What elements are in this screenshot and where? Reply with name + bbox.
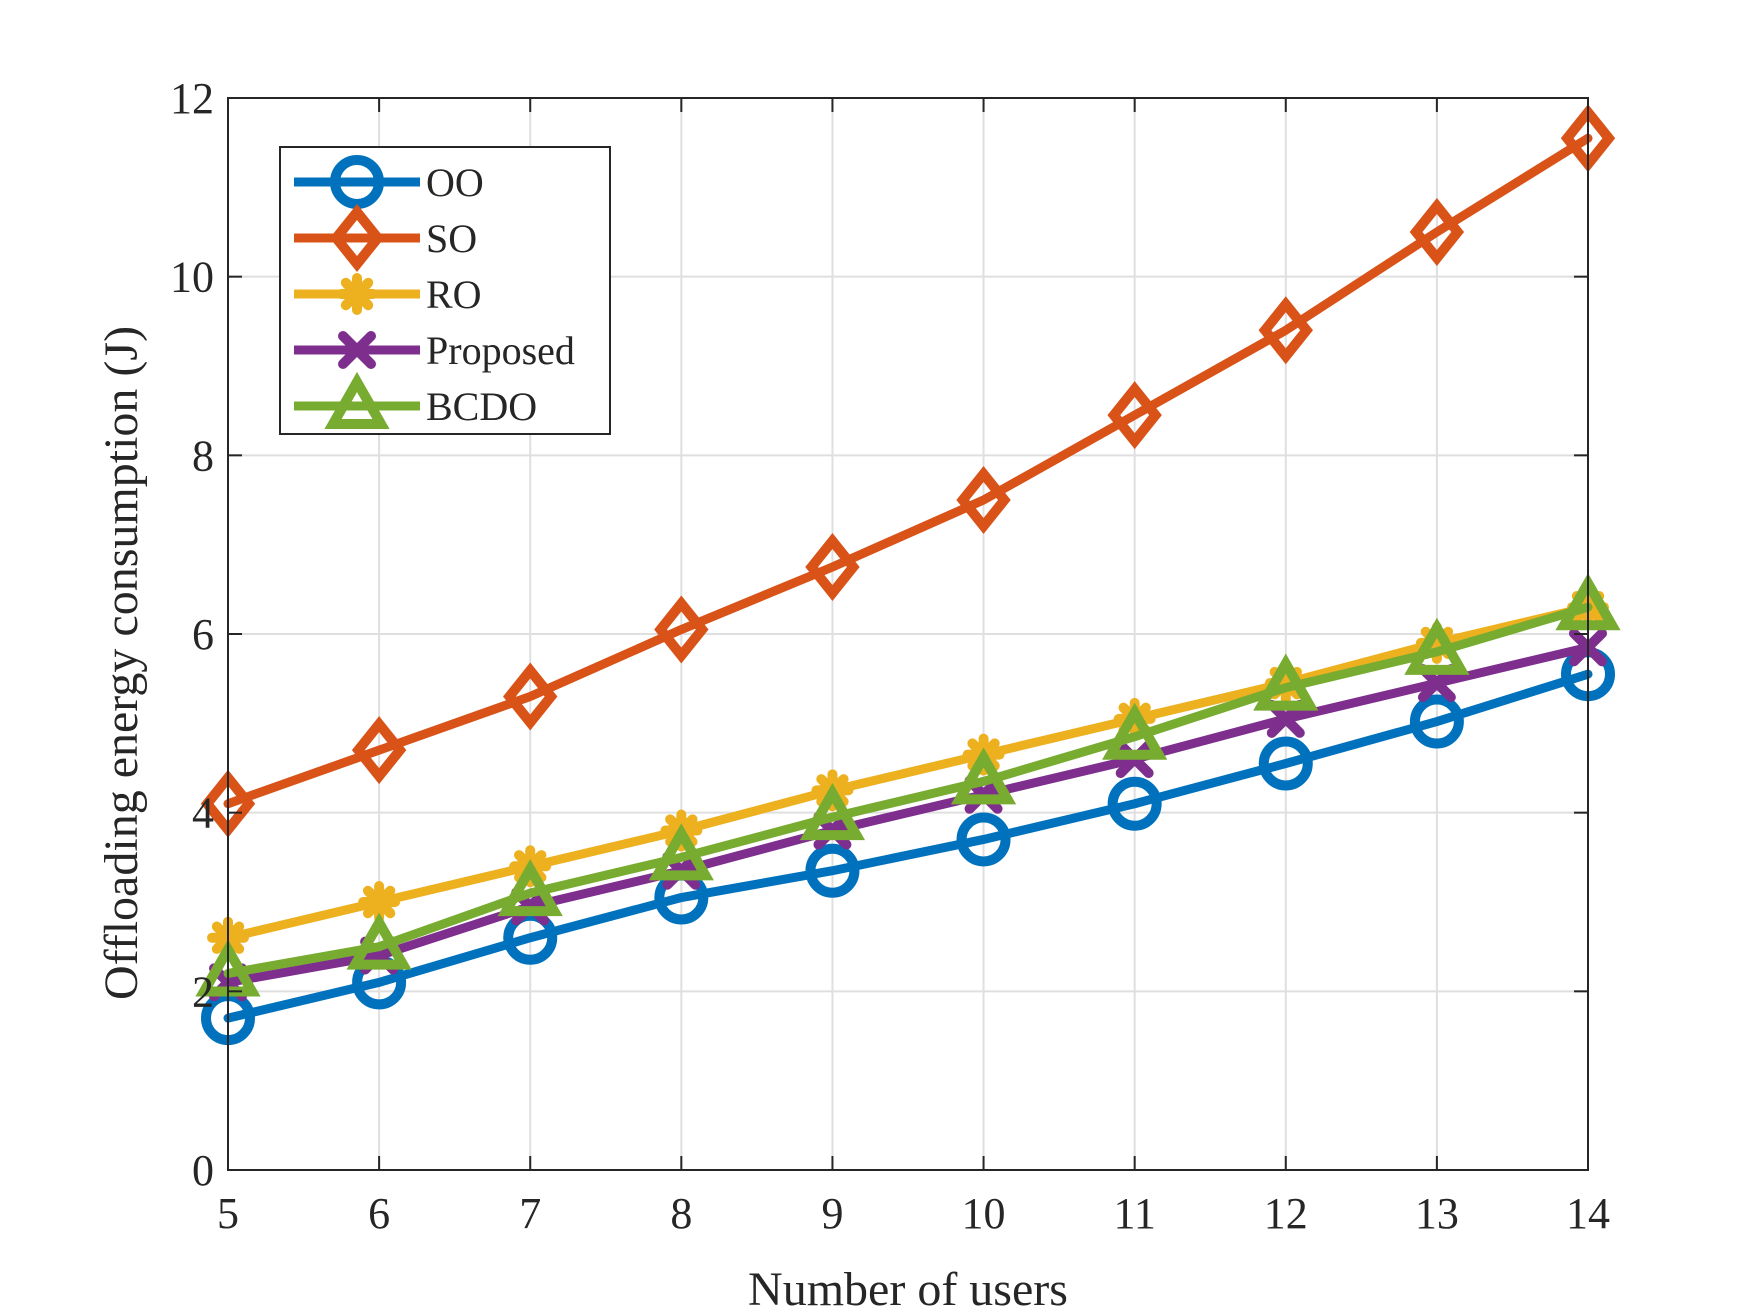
legend: OO SO RO Proposed BCDO [279,146,611,435]
series-line-ro [223,602,1593,943]
y-tick-label: 8 [192,431,214,480]
data-point-so [503,662,558,731]
data-point-oo [805,843,860,898]
x-tick-label: 14 [1566,1189,1610,1238]
x-tick-label: 13 [1415,1189,1459,1238]
data-point-so [1409,197,1465,267]
x-tick-label: 11 [1113,1189,1155,1238]
x-tick-label: 5 [217,1189,239,1238]
x-tick-label: 9 [821,1189,843,1238]
data-point-bcdo [648,823,714,881]
data-point-bcdo [346,912,412,970]
x-tick-label: 8 [670,1189,692,1238]
data-point-bcdo [1253,653,1319,711]
legend-item-so: SO [294,203,477,273]
series-line-so [223,133,1593,809]
data-point-so [351,716,407,785]
data-point-bcdo [950,747,1017,805]
asterisk-stroke [362,885,396,919]
x-tick-label: 10 [962,1189,1006,1238]
legend-marker-proposed [338,331,376,369]
y-tick-label: 12 [170,74,214,123]
axis-ticks: 5 6 7 8 9 10 11 12 13 14 0 2 4 6 8 10 12 [170,74,1610,1238]
x-tick-label: 6 [368,1189,390,1238]
data-point-so [956,465,1011,535]
series-line-bcdo [223,602,1593,978]
y-tick-label: 0 [192,1146,214,1195]
legend-label-ro: RO [426,272,482,317]
legend-label-bcdo: BCDO [426,384,537,429]
data-point-oo [1409,694,1464,749]
legend-label-proposed: Proposed [426,328,575,373]
data-point-bcdo [799,783,866,841]
x-axis-title: Number of users [748,1263,1068,1313]
data-point-so [1107,381,1162,450]
data-point-bcdo [1102,702,1168,760]
data-point-bcdo [1404,617,1470,675]
legend-item-oo: OO [294,155,484,209]
series-line-proposed [223,642,1593,987]
series-line-oo [223,669,1593,1023]
asterisk-stroke [340,277,374,311]
legend-item-ro: RO [294,272,482,317]
data-point-so [1258,296,1313,365]
y-tick-label: 2 [192,967,214,1016]
data-point-bcdo [497,858,563,917]
data-point-oo [1107,776,1162,831]
y-tick-label: 4 [192,789,214,838]
y-tick-label: 10 [170,253,214,302]
data-point-so [805,532,860,602]
legend-marker-so [329,203,385,273]
legend-marker-bcdo [324,371,390,429]
x-stroke [338,331,376,369]
legend-item-proposed: Proposed [294,328,575,373]
legend-label-oo: OO [426,160,484,205]
data-point-oo [1258,736,1313,791]
data-point-oo [956,812,1011,867]
legend-marker-ro [336,273,378,315]
legend-label-so: SO [426,216,477,261]
x-tick-label: 7 [519,1189,541,1238]
y-axis-title: Offloading energy consumption (J) [95,326,148,1000]
x-tick-label: 12 [1264,1189,1308,1238]
data-point-so [654,595,709,664]
y-tick-label: 6 [192,610,214,659]
data-series [195,104,1621,1046]
legend-item-bcdo: BCDO [294,371,537,429]
